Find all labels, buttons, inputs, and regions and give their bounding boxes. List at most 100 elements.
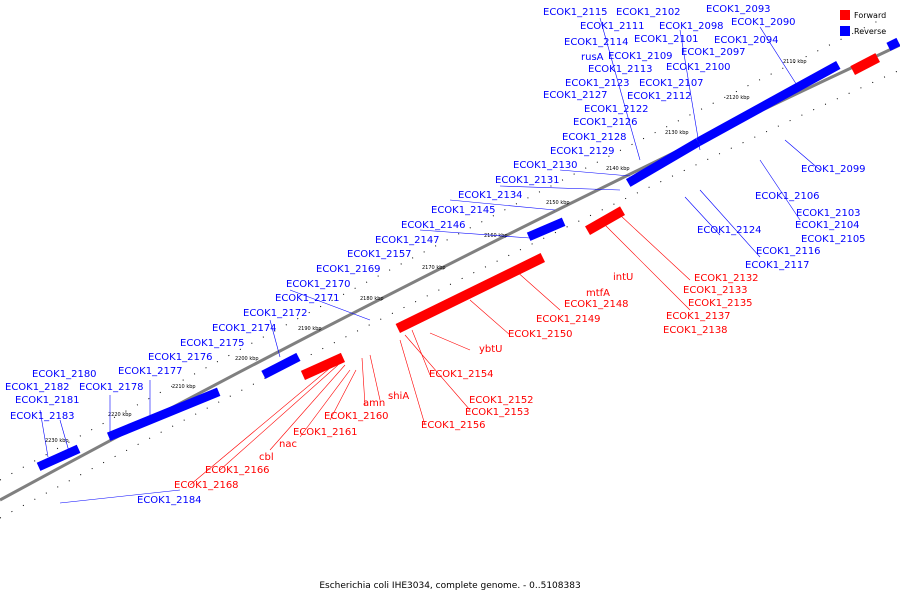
legend: Forward Reverse — [840, 10, 886, 36]
label-leader-lines — [39, 17, 821, 504]
forward-gene-label: ECOK1_2132 — [694, 273, 759, 284]
genome-backbone — [0, 43, 900, 502]
reverse-gene-label: ECOK1_2127 — [543, 90, 608, 101]
reverse-gene-label: ECOK1_2100 — [666, 62, 731, 73]
forward-leader-line — [269, 364, 346, 451]
forward-gene-label: amn — [363, 398, 385, 409]
forward-gene-label: ECOK1_2152 — [469, 395, 534, 406]
reverse-leader-line — [59, 489, 181, 504]
forward-gene-label: ECOK1_2138 — [663, 325, 728, 336]
reverse-gene-label: ECOK1_2131 — [495, 175, 560, 186]
reverse-leader-line — [289, 289, 371, 321]
reverse-leader-line — [269, 319, 281, 358]
reverse-gene-label: ECOK1_2090 — [731, 17, 796, 28]
reverse-gene-block — [625, 138, 701, 187]
reverse-gene-label: ECOK1_2147 — [375, 235, 440, 246]
forward-gene-label: ECOK1_2133 — [683, 285, 748, 296]
scale-tick-label: 2200 kbp — [235, 356, 259, 362]
forward-gene-label: ECOK1_2160 — [324, 411, 389, 422]
forward-gene-label: ECOK1_2148 — [564, 299, 629, 310]
forward-leader-line — [411, 329, 431, 376]
reverse-gene-label: ECOK1_2146 — [401, 220, 466, 231]
scale-tick-label: 2220 kbp — [108, 412, 132, 418]
forward-gene-label: ECOK1_2161 — [293, 427, 358, 438]
reverse-gene-label: ECOK1_2104 — [795, 220, 860, 231]
forward-leader-line — [399, 339, 426, 426]
forward-gene-block — [585, 206, 625, 235]
reverse-leader-line — [419, 229, 531, 239]
reverse-leader-line — [59, 419, 71, 456]
reverse-gene-label: ECOK1_2172 — [243, 308, 308, 319]
reverse-gene-label: ECOK1_2177 — [118, 366, 183, 377]
gene-features — [36, 37, 900, 471]
tick-track-lower — [0, 69, 900, 519]
forward-leader-line — [604, 224, 691, 311]
reverse-leader-line — [679, 29, 701, 151]
forward-gene-block — [300, 352, 345, 380]
reverse-leader-line — [559, 169, 631, 177]
reverse-gene-label: ECOK1_2122 — [584, 104, 649, 115]
reverse-gene-label: ECOK1_2101 — [634, 34, 699, 45]
reverse-gene-label: ECOK1_2097 — [681, 47, 746, 58]
reverse-gene-block — [36, 444, 81, 471]
reverse-gene-label: ECOK1_2178 — [79, 382, 144, 393]
reverse-gene-label: ECOK1_2114 — [564, 37, 629, 48]
reverse-gene-label: ECOK1_2098 — [659, 21, 724, 32]
reverse-gene-label: ECOK1_2145 — [431, 205, 496, 216]
reverse-gene-label: ECOK1_2134 — [458, 190, 523, 201]
reverse-gene-label: ECOK1_2169 — [316, 264, 381, 275]
forward-gene-label: ECOK1_2137 — [666, 311, 731, 322]
forward-gene-label: ECOK1_2149 — [536, 314, 601, 325]
tick-track-upper — [0, 19, 881, 481]
reverse-gene-label: ECOK1_2103 — [796, 208, 861, 219]
gene-labels: ECOK1_2115 ECOK1_2102 ECOK1_2093 ECOK1_2111… — [5, 4, 866, 506]
reverse-gene-label: ECOK1_2128 — [562, 132, 627, 143]
genome-caption: Escherichia coli IHE3034, complete genom… — [319, 581, 580, 591]
scale-tick-label: 2160 kbp — [484, 233, 508, 239]
reverse-gene-label: ECOK1_2184 — [137, 495, 202, 506]
forward-leader-line — [404, 334, 471, 411]
reverse-gene-block — [106, 387, 221, 441]
reverse-gene-label: ECOK1_2111 — [580, 21, 645, 32]
legend-reverse-swatch — [840, 26, 850, 36]
scale-tick-label: 2120 kbp — [726, 95, 750, 101]
reverse-leader-line — [759, 26, 801, 91]
legend-reverse-label: Reverse — [854, 27, 886, 36]
reverse-gene-label: ECOK1_2105 — [801, 234, 866, 245]
reverse-gene-label: ECOK1_2099 — [801, 164, 866, 175]
reverse-gene-block — [886, 37, 900, 51]
reverse-gene-label: ECOK1_2123 — [565, 78, 630, 89]
reverse-gene-label: ECOK1_2116 — [756, 246, 821, 257]
forward-leader-line — [619, 214, 691, 281]
forward-gene-label: ECOK1_2153 — [465, 407, 530, 418]
reverse-gene-label: ECOK1_2109 — [608, 51, 673, 62]
forward-leader-line — [361, 357, 366, 406]
reverse-gene-block — [261, 352, 301, 379]
legend-forward-swatch — [840, 10, 850, 20]
reverse-leader-line — [449, 199, 556, 211]
scale-tick-label: 2140 kbp — [606, 166, 630, 172]
reverse-gene-label: ECOK1_2171 — [275, 293, 340, 304]
reverse-leader-line — [684, 196, 721, 236]
reverse-gene-label: ECOK1_2130 — [513, 160, 578, 171]
reverse-gene-label: ECOK1_2129 — [550, 146, 615, 157]
reverse-gene-label: ECOK1_2112 — [627, 91, 692, 102]
forward-gene-label: ECOK1_2168 — [174, 480, 239, 491]
forward-gene-label: ECOK1_2156 — [421, 420, 486, 431]
scale-tick-label: 2190 kbp — [298, 326, 322, 332]
reverse-leader-line — [784, 139, 821, 171]
reverse-gene-label: ECOK1_2181 — [15, 395, 80, 406]
reverse-gene-label: ECOK1_2093 — [706, 4, 771, 15]
forward-gene-label: ECOK1_2135 — [688, 298, 753, 309]
scale-tick-label: 2230 kbp — [45, 438, 69, 444]
reverse-gene-label: ECOK1_2106 — [755, 191, 820, 202]
reverse-gene-label: ECOK1_2113 — [588, 64, 653, 75]
forward-leader-line — [189, 367, 331, 486]
forward-gene-block — [850, 53, 880, 75]
scale-tick-label: 2130 kbp — [665, 130, 689, 136]
reverse-gene-label: ECOK1_2115 — [543, 7, 608, 18]
forward-gene-label: ECOK1_2166 — [205, 465, 270, 476]
reverse-gene-block — [696, 60, 841, 146]
reverse-gene-label: ECOK1_2117 — [745, 260, 810, 271]
